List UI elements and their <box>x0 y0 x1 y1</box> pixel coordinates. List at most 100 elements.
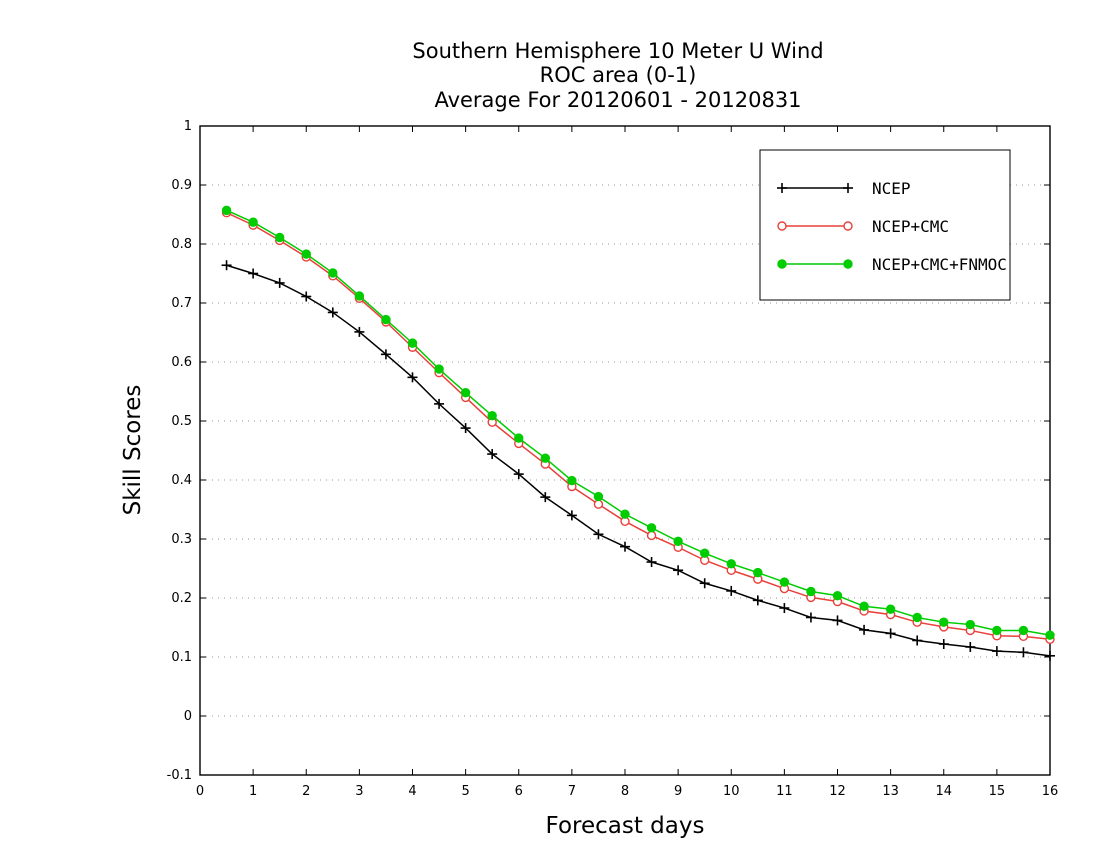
x-tick-label: 2 <box>302 784 310 799</box>
data-point <box>859 601 869 611</box>
data-point <box>460 423 471 434</box>
data-point <box>939 617 949 627</box>
x-axis-label: Forecast days <box>546 813 705 839</box>
legend-marker-start <box>777 183 787 193</box>
data-point <box>673 536 683 547</box>
y-axis-label: Skill Scores <box>120 385 146 516</box>
x-tick-label: 10 <box>723 784 740 799</box>
x-tick-label: 14 <box>935 784 952 799</box>
data-point <box>434 398 445 409</box>
series-ncep <box>221 260 1055 661</box>
chart-title-line-2: ROC area (0-1) <box>540 63 697 87</box>
x-tick-label: 8 <box>621 784 629 799</box>
data-point <box>726 559 736 569</box>
x-tick-label: 5 <box>461 784 469 799</box>
legend-label: NCEP <box>872 179 911 198</box>
data-point <box>301 291 312 302</box>
y-axis-tick-labels: -0.1 0 0.1 0.2 0.3 0.4 0.5 0.6 0.7 0.8 0.9 1 <box>167 119 192 783</box>
data-point <box>221 260 232 271</box>
y-tick-label: 0.4 <box>171 473 192 488</box>
legend-item: NCEP+CMC+FNMOC <box>777 255 1007 274</box>
data-point <box>752 595 763 606</box>
data-point <box>753 567 763 578</box>
legend-label: NCEP+CMC <box>872 217 949 236</box>
legend-marker-end <box>843 221 853 231</box>
data-point <box>1045 650 1055 661</box>
x-tick-label: 15 <box>989 784 1006 799</box>
data-point <box>248 217 258 227</box>
data-point <box>593 529 604 540</box>
legend-marker-start <box>777 259 787 269</box>
y-tick-label: 0.3 <box>171 532 192 547</box>
axis-ticks <box>199 125 1051 776</box>
data-point <box>646 523 657 533</box>
data-point <box>567 475 577 486</box>
y-tick-label: 0.6 <box>171 355 192 370</box>
x-tick-label: 11 <box>776 784 793 799</box>
data-point <box>859 624 870 635</box>
series-ncep-cmc-fnmoc <box>221 205 1055 640</box>
data-point <box>673 565 684 576</box>
data-point <box>248 268 259 279</box>
data-point <box>593 491 604 502</box>
data-point <box>885 604 896 614</box>
data-point <box>646 557 657 568</box>
data-point <box>221 205 232 216</box>
data-point <box>779 603 790 614</box>
data-point <box>354 291 365 301</box>
data-point <box>779 577 790 587</box>
data-point <box>832 590 843 601</box>
x-tick-label: 0 <box>196 784 204 799</box>
data-point <box>806 586 816 597</box>
x-tick-label: 9 <box>674 784 682 799</box>
data-point <box>992 625 1002 636</box>
data-point <box>593 499 604 509</box>
legend-item: NCEP <box>777 179 911 198</box>
data-point <box>434 364 444 374</box>
x-tick-label: 12 <box>829 784 846 799</box>
y-tick-label: 0.7 <box>171 296 192 311</box>
y-tick-label: 0.8 <box>171 237 192 252</box>
data-point <box>301 249 311 259</box>
data-point <box>380 349 391 360</box>
data-point <box>487 410 497 421</box>
data-point <box>885 628 896 639</box>
legend-box <box>759 149 1011 301</box>
data-point <box>407 338 418 348</box>
data-point <box>805 612 816 623</box>
y-tick-label: 1 <box>184 119 192 134</box>
data-point <box>620 541 630 552</box>
x-tick-label: 7 <box>568 784 576 799</box>
series-line <box>226 264 1051 657</box>
y-tick-label: 0.9 <box>171 178 192 193</box>
data-point <box>460 387 471 398</box>
chart-title-line-3: Average For 20120601 - 20120831 <box>434 88 801 112</box>
x-axis-tick-labels: 0 1 2 3 4 5 6 7 8 9 10 11 12 13 14 15 16 <box>196 784 1058 799</box>
data-point <box>965 641 976 652</box>
data-point <box>381 314 391 325</box>
data-point <box>912 612 922 623</box>
data-point <box>1018 625 1029 636</box>
y-tick-label: 0.1 <box>171 650 192 665</box>
data-point <box>514 433 524 443</box>
data-point <box>938 639 949 650</box>
data-point <box>1045 630 1055 640</box>
data-point <box>407 372 418 383</box>
data-point <box>912 635 923 646</box>
y-tick-label: 0.5 <box>171 414 192 429</box>
x-tick-label: 6 <box>515 784 523 799</box>
x-tick-label: 3 <box>355 784 363 799</box>
data-point <box>832 615 843 626</box>
x-tick-label: 13 <box>882 784 899 799</box>
data-point <box>726 585 737 596</box>
legend-marker-end <box>843 183 853 193</box>
series-group <box>221 205 1055 661</box>
data-point <box>620 509 630 519</box>
data-point <box>540 453 551 463</box>
data-point <box>327 307 338 318</box>
legend: NCEP NCEP+CMC NCEP+CMC+FNMOC <box>759 149 1011 301</box>
y-tick-label: 0.2 <box>171 591 192 606</box>
data-point <box>274 232 285 243</box>
data-point <box>646 530 657 541</box>
